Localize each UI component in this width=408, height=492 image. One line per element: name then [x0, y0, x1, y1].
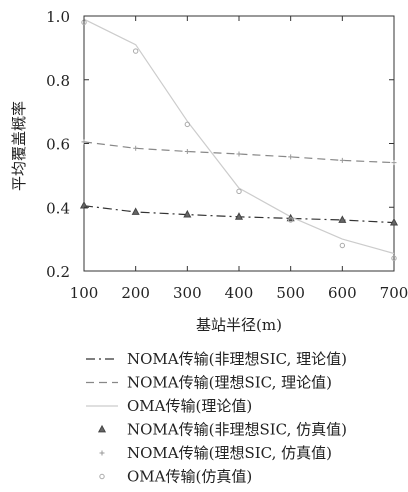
x-tick-label: 100 [70, 284, 99, 302]
legend-label: OMA传输(仿真值) [127, 468, 252, 486]
legend-item-6: OMA传输(仿真值) [99, 468, 252, 486]
x-tick-label: 600 [328, 284, 357, 302]
x-tick-label: 500 [276, 284, 305, 302]
x-axis-ticks: 100 200 300 400 500 600 700 [70, 16, 408, 302]
legend-label: OMA传输(理论值) [127, 397, 252, 415]
data-point [184, 121, 191, 128]
data-point [389, 217, 399, 226]
series-line [83, 18, 395, 255]
data-point [236, 188, 242, 195]
y-tick-label: 0.8 [46, 72, 70, 90]
data-point [133, 145, 139, 151]
x-tick-label: 200 [121, 284, 150, 302]
plot-area [79, 15, 399, 272]
y-tick-label: 0.2 [46, 263, 70, 281]
data-point [339, 157, 345, 163]
data-point [288, 154, 294, 160]
plot-frame [83, 15, 395, 272]
data-point [287, 217, 294, 223]
legend-label: NOMA传输(非理想SIC, 理论值) [127, 350, 347, 368]
x-tick-label: 400 [225, 284, 254, 302]
y-tick-label: 0.4 [46, 199, 70, 217]
data-point [391, 255, 397, 261]
data-point [132, 48, 139, 54]
legend-item-4: NOMA传输(非理想SIC, 仿真值) [97, 421, 347, 439]
data-point [339, 242, 346, 249]
data-point [236, 151, 242, 157]
legend-swatch [99, 450, 105, 456]
legend-item-3: OMA传输(理论值) [86, 397, 252, 415]
legend-label: NOMA传输(理想SIC, 仿真值) [127, 444, 332, 462]
data-point [131, 207, 140, 215]
legend-item-5: NOMA传输(理想SIC, 仿真值) [99, 444, 332, 462]
legend-swatch [97, 424, 107, 433]
legend-item-2: NOMA传输(理想SIC, 理论值) [86, 374, 332, 392]
x-tick-label: 700 [380, 284, 408, 302]
legend-label: NOMA传输(理想SIC, 理论值) [127, 374, 332, 392]
legend-swatch [99, 473, 105, 480]
legend: NOMA传输(非理想SIC, 理论值) NOMA传输(理想SIC, 理论值) OMA… [86, 350, 347, 486]
y-tick-label: 0.6 [46, 136, 70, 154]
series-6 [81, 19, 397, 261]
series-4 [79, 200, 399, 226]
series-3 [83, 18, 395, 255]
data-point [234, 212, 244, 220]
data-point [338, 215, 347, 223]
data-point [184, 148, 190, 154]
y-axis-label: 平均覆盖概率 [10, 101, 28, 191]
data-point [79, 200, 89, 209]
x-tick-label: 300 [173, 284, 202, 302]
legend-label: NOMA传输(非理想SIC, 仿真值) [127, 421, 347, 439]
data-point [183, 209, 192, 218]
data-point [391, 160, 397, 166]
y-axis-ticks: 0.2 0.4 0.6 0.8 1.0 [46, 8, 394, 281]
y-tick-label: 1.0 [46, 8, 70, 26]
x-axis-label: 基站半径(m) [196, 316, 282, 334]
legend-item-1: NOMA传输(非理想SIC, 理论值) [86, 350, 347, 368]
